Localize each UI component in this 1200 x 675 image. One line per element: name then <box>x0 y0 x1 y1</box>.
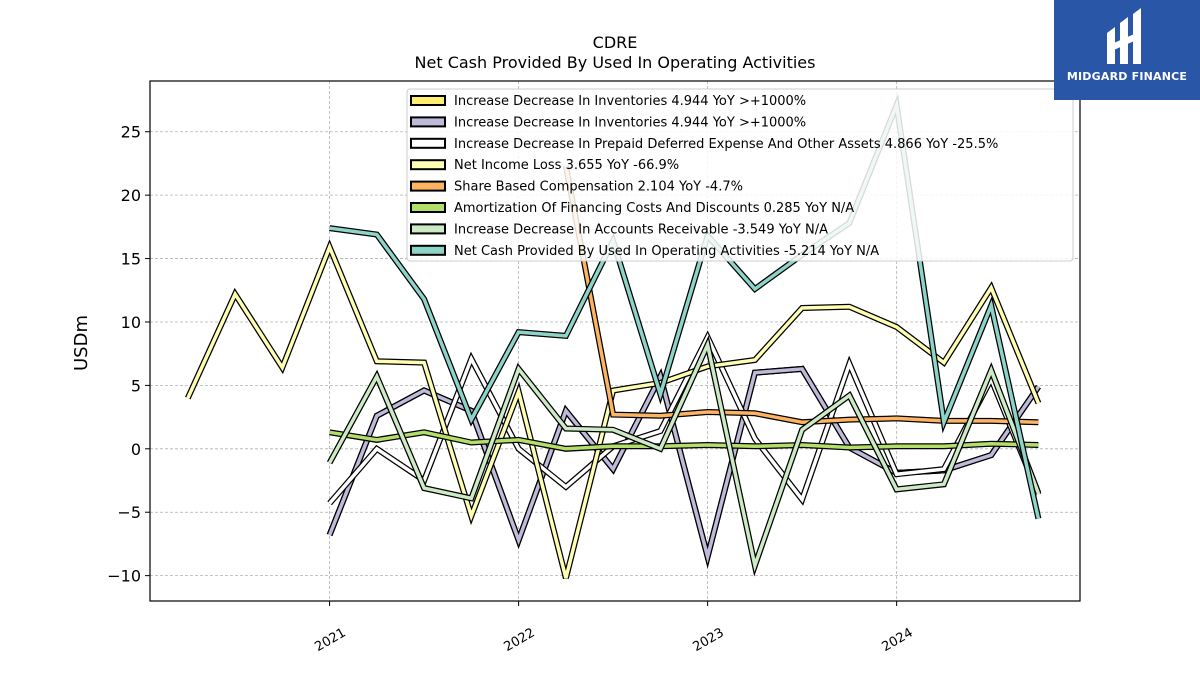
legend-box <box>406 88 1074 262</box>
legend-swatch <box>410 95 446 106</box>
x-tick-label: 2024 <box>879 625 915 655</box>
series-line <box>328 339 1041 572</box>
legend-swatch <box>410 180 446 192</box>
y-tick-label: 15 <box>121 250 141 269</box>
x-tick-label: 2023 <box>690 625 726 655</box>
x-tick-label: 2022 <box>501 625 537 655</box>
legend-label: Amortization Of Financing Costs And Disc… <box>454 201 854 216</box>
legend-label: Net Cash Provided By Used In Operating A… <box>454 244 879 259</box>
series-line <box>328 333 1041 505</box>
brand-logo: MIDGARD FINANCE <box>1054 0 1200 100</box>
legend-swatch <box>410 159 446 171</box>
plot-frame <box>149 80 1081 602</box>
y-tick-label: 0 <box>131 440 141 459</box>
legend-label: Increase Decrease In Inventories 4.944 Y… <box>454 94 806 109</box>
legend-swatch <box>410 116 446 128</box>
chart-subtitle: Net Cash Provided By Used In Operating A… <box>415 53 816 72</box>
series-line <box>329 98 1041 519</box>
y-tick-label: 20 <box>121 186 141 205</box>
legend-swatch <box>410 202 446 213</box>
series-lines <box>185 93 1042 579</box>
x-tick-label: 2021 <box>312 625 348 655</box>
legend: Increase Decrease In Inventories 4.944 Y… <box>406 88 1074 262</box>
series-7 <box>329 93 1042 520</box>
y-tick-label: 25 <box>121 123 141 142</box>
brand-name: MIDGARD FINANCE <box>1066 70 1188 83</box>
series-6 <box>326 335 1042 577</box>
legend-label: Increase Decrease In Inventories 4.944 Y… <box>454 115 806 130</box>
legend-label: Net Income Loss 3.655 YoY -66.9% <box>454 158 679 173</box>
series-3 <box>185 239 1042 579</box>
legend-swatch <box>410 244 446 256</box>
logo-mark-icon <box>1107 8 1141 64</box>
y-tick-label: −5 <box>117 503 141 522</box>
y-tick-label: 5 <box>131 376 141 395</box>
series-2 <box>327 330 1042 506</box>
legend-swatch <box>410 223 446 235</box>
series-4 <box>562 165 1039 426</box>
legend-swatch <box>410 137 446 149</box>
chart-title: CDRE <box>593 33 638 52</box>
legend-label: Share Based Compensation 2.104 YoY -4.7% <box>454 180 743 195</box>
series-5 <box>329 429 1039 452</box>
y-tick-label: −10 <box>107 567 141 586</box>
legend-label: Increase Decrease In Prepaid Deferred Ex… <box>454 137 998 152</box>
legend-label: Increase Decrease In Accounts Receivable… <box>454 222 828 237</box>
series-line <box>329 430 1039 451</box>
series-line <box>186 242 1041 579</box>
y-tick-label: 10 <box>121 313 141 332</box>
series-line <box>564 165 1039 424</box>
y-axis-label: USDm <box>71 315 92 371</box>
